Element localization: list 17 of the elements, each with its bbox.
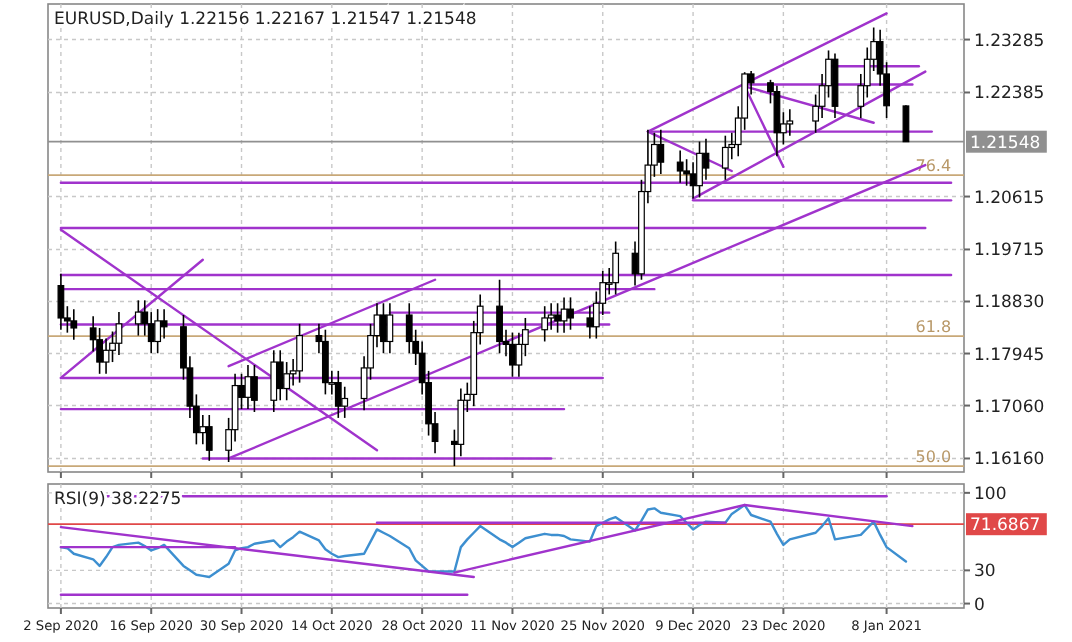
y-tick-label: 30 bbox=[974, 562, 996, 583]
y-tick-label: 1.17060 bbox=[974, 397, 1045, 418]
annotation: 76.4 bbox=[915, 157, 952, 176]
y-tick-label: 1.19715 bbox=[974, 241, 1045, 262]
annotation: 61.8 bbox=[915, 318, 952, 337]
y-tick-label: 1.23285 bbox=[974, 31, 1045, 52]
y-tick-label: 1.18830 bbox=[974, 293, 1045, 314]
y-tick-label: 1.16160 bbox=[974, 450, 1045, 471]
y-tick-label: 1.17945 bbox=[974, 345, 1045, 366]
y-tick-label: 1.20615 bbox=[974, 188, 1045, 209]
y-tick-label: 0 bbox=[974, 595, 985, 616]
ref-line-label: 71.6867 bbox=[970, 516, 1041, 537]
y-tick-label: 1.22385 bbox=[974, 84, 1045, 105]
chart-title: EURUSD,Daily 1.22156 1.22167 1.21547 1.21548 bbox=[54, 10, 477, 30]
annotation: 50.0 bbox=[915, 448, 952, 467]
ref-line-label: 1.21548 bbox=[970, 133, 1041, 154]
y-tick-label: 100 bbox=[974, 484, 1007, 505]
